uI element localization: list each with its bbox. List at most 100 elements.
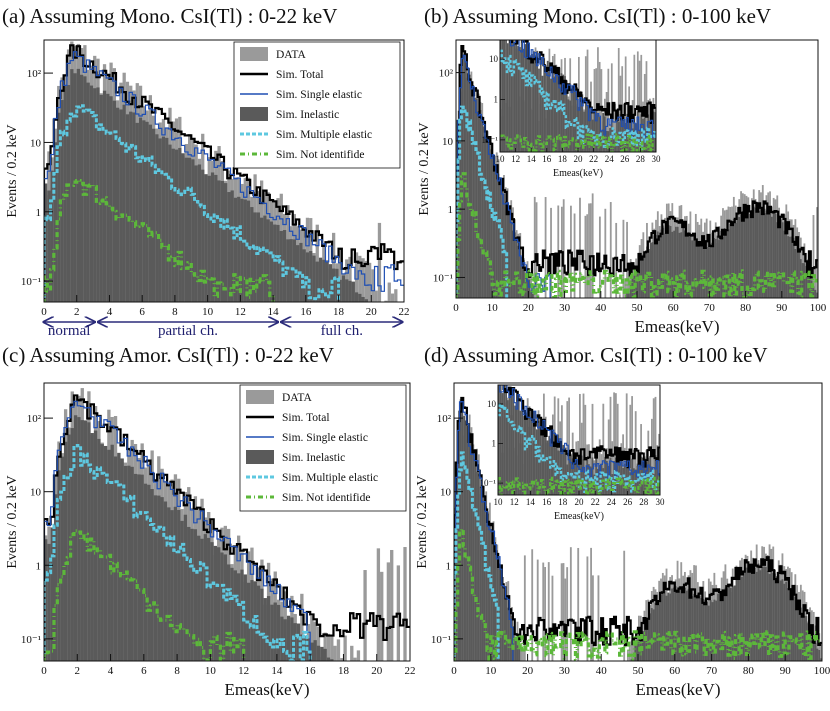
inelastic-bar — [190, 529, 193, 661]
inset-inelastic-bar — [509, 387, 511, 495]
inset-x-tick-label: 24 — [605, 154, 615, 164]
inelastic-bar — [736, 580, 738, 661]
inelastic-bar — [740, 212, 742, 298]
inelastic-bar — [277, 605, 280, 661]
inset-x-tick-label: 20 — [574, 154, 584, 164]
inelastic-bar — [741, 577, 743, 661]
legend-swatch — [240, 47, 268, 61]
panel-title: (c) Assuming Amor. CsI(Tl) : 0-22 keV — [2, 343, 334, 367]
inelastic-bar — [791, 597, 793, 661]
inelastic-bar — [342, 275, 345, 302]
inset-inelastic-bar — [614, 132, 616, 152]
inset-inelastic-bar — [505, 21, 507, 152]
inelastic-bar — [724, 588, 726, 661]
inset-x-tick-label: 30 — [652, 154, 662, 164]
data-bar — [388, 283, 391, 302]
x-tick-label: 6 — [139, 306, 145, 318]
inelastic-bar — [780, 219, 782, 298]
data-bar — [619, 294, 621, 298]
x-axis-label: Emeas(keV) — [636, 680, 721, 699]
inelastic-bar — [460, 412, 462, 661]
inelastic-bar — [668, 225, 670, 298]
inelastic-bar — [693, 237, 695, 298]
inelastic-bar — [483, 126, 485, 298]
inelastic-bar — [172, 149, 175, 302]
data-bar — [590, 548, 592, 661]
inelastic-bar — [204, 534, 207, 661]
data-bar — [604, 209, 606, 298]
x-tick-label: 4 — [107, 306, 113, 318]
inelastic-bar — [706, 247, 708, 298]
legend-label: Sim. Single elastic — [276, 89, 362, 101]
x-tick-label: 2 — [74, 306, 80, 318]
inelastic-bar — [345, 279, 348, 302]
inelastic-bar — [628, 293, 630, 298]
x-tick-label: 20 — [371, 665, 383, 677]
inelastic-bar — [164, 502, 167, 661]
data-bar — [610, 202, 612, 298]
data-bar — [394, 289, 397, 302]
inelastic-bar — [699, 242, 701, 298]
inset-inelastic-bar — [524, 44, 526, 152]
x-tick-label: 100 — [810, 302, 827, 314]
inelastic-bar — [140, 475, 143, 661]
inset-inelastic-bar — [503, 26, 505, 152]
inelastic-bar — [669, 594, 671, 661]
x-tick-label: 16 — [305, 665, 317, 677]
inelastic-bar — [487, 513, 489, 661]
inelastic-bar — [697, 594, 699, 661]
inelastic-bar — [762, 210, 764, 298]
inelastic-bar — [749, 214, 751, 298]
legend-label: DATA — [282, 392, 312, 404]
inelastic-bar — [796, 245, 798, 298]
inset-x-tick-label: 10 — [496, 154, 506, 164]
legend-swatch — [246, 450, 274, 464]
x-tick-label: 6 — [141, 665, 147, 677]
inelastic-bar — [720, 231, 722, 298]
inelastic-bar — [155, 134, 158, 302]
inset-inelastic-bar — [521, 40, 523, 152]
x-tick-label: 12 — [235, 306, 246, 318]
inelastic-bar — [474, 98, 476, 298]
data-bar — [327, 634, 330, 661]
inelastic-bar — [717, 594, 719, 661]
inset-x-tick-label: 26 — [620, 154, 630, 164]
x-tick-label: 0 — [453, 302, 459, 314]
x-tick-label: 80 — [743, 665, 755, 677]
inelastic-bar — [270, 605, 273, 661]
inelastic-bar — [57, 113, 60, 302]
inelastic-bar — [224, 183, 227, 302]
data-bar — [357, 650, 360, 661]
inelastic-bar — [756, 572, 758, 661]
inelastic-bar — [149, 125, 152, 302]
inset-inelastic-bar — [523, 49, 525, 152]
data-bar — [590, 203, 592, 298]
inelastic-bar — [677, 592, 679, 661]
inelastic-bar — [181, 153, 184, 302]
inelastic-bar — [467, 426, 469, 661]
inelastic-bar — [469, 432, 471, 661]
inelastic-bar — [465, 420, 467, 661]
legend-label: Sim. Inelastic — [282, 452, 345, 464]
inelastic-bar — [124, 466, 127, 661]
inelastic-bar — [651, 608, 653, 661]
x-tick-label: 30 — [559, 665, 571, 677]
y-tick-label: 10⁻¹ — [433, 272, 453, 284]
inelastic-bar — [675, 586, 677, 661]
y-axis-label: Events / 0.2 keV — [417, 122, 432, 215]
inelastic-bar — [666, 227, 668, 298]
inelastic-bar — [267, 219, 270, 302]
inelastic-bar — [478, 474, 480, 661]
inelastic-bar — [761, 567, 763, 661]
x-tick-label: 4 — [108, 665, 114, 677]
inelastic-bar — [682, 227, 684, 298]
inelastic-bar — [101, 444, 104, 661]
inelastic-bar — [502, 577, 504, 661]
inelastic-bar — [667, 593, 669, 661]
data-bar — [592, 193, 594, 298]
x-tick-label: 8 — [174, 665, 180, 677]
inelastic-bar — [775, 214, 777, 298]
